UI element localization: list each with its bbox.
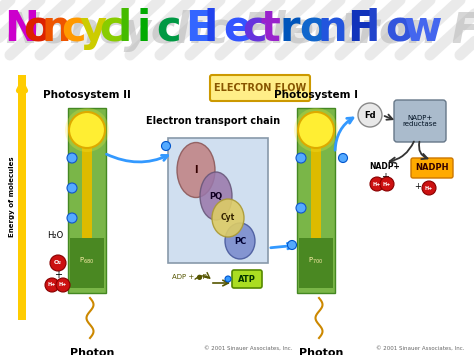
Circle shape [370,177,384,191]
Text: n: n [42,8,72,50]
Circle shape [67,213,77,223]
Text: c: c [99,8,124,50]
Text: c: c [242,8,266,50]
Text: +: + [54,270,62,280]
Circle shape [50,255,66,271]
Bar [311,143,321,258]
Text: H+: H+ [48,283,56,288]
Text: l: l [118,8,132,50]
Bar [82,143,92,258]
Circle shape [298,112,334,148]
FancyBboxPatch shape [411,158,453,178]
Text: t: t [261,8,281,50]
Text: P$_{700}$: P$_{700}$ [308,256,324,266]
Text: l: l [366,8,380,50]
FancyBboxPatch shape [210,75,310,101]
Circle shape [162,142,171,151]
Ellipse shape [200,172,232,220]
Text: Photon: Photon [70,348,114,355]
Text: O₂: O₂ [54,261,62,266]
Text: c: c [156,8,181,50]
Bar [18,75,26,320]
Circle shape [56,278,70,292]
Circle shape [45,278,59,292]
Bar [299,238,333,288]
Text: o: o [299,8,328,50]
Ellipse shape [212,199,244,237]
Bar [297,108,335,293]
Bar [68,108,106,293]
Text: w: w [404,8,443,50]
Text: Cyt: Cyt [221,213,235,223]
Text: NADP+: NADP+ [370,162,401,171]
Text: PC: PC [234,236,246,246]
Text: r: r [280,8,301,50]
Text: N: N [4,8,39,50]
Text: F: F [347,8,375,50]
Text: H+: H+ [383,181,391,186]
Circle shape [422,181,436,195]
Text: +: + [381,172,389,182]
Text: Photon: Photon [299,348,343,355]
Circle shape [288,240,297,250]
Bar [70,238,104,288]
Text: © 2001 Sinauer Associates, Inc.: © 2001 Sinauer Associates, Inc. [204,345,292,350]
Circle shape [225,276,231,282]
Text: E: E [185,8,213,50]
Circle shape [380,177,394,191]
Text: ATP: ATP [238,274,256,284]
Circle shape [294,108,338,152]
Text: ADP + ●Pᵢ: ADP + ●Pᵢ [172,274,208,280]
Text: o: o [23,8,52,50]
Text: Photosystem II: Photosystem II [43,90,131,100]
Circle shape [65,108,109,152]
Text: Energy of molecules: Energy of molecules [9,157,15,237]
Text: o: o [385,8,413,50]
Circle shape [338,153,347,163]
Text: y: y [80,8,107,50]
FancyBboxPatch shape [394,100,446,142]
Text: I: I [194,165,198,175]
Ellipse shape [225,223,255,259]
Circle shape [296,203,306,213]
FancyBboxPatch shape [232,270,262,288]
Text: H+: H+ [425,186,433,191]
Text: NADPH: NADPH [415,164,449,173]
Text: n: n [318,8,347,50]
Text: e: e [223,8,251,50]
Circle shape [67,183,77,193]
Text: ELECTRON FLOW: ELECTRON FLOW [214,83,306,93]
Text: l: l [204,8,218,50]
Circle shape [296,153,306,163]
Text: c: c [61,8,86,50]
Text: Electron transport chain: Electron transport chain [146,116,280,126]
Text: H₂O: H₂O [47,230,63,240]
Circle shape [67,153,77,163]
Text: NADP+
reductase: NADP+ reductase [403,115,438,127]
Text: H+: H+ [59,283,67,288]
Bar [168,138,268,263]
Ellipse shape [177,142,215,197]
Text: i: i [137,8,151,50]
Text: Noncyclic Electron Flow: Noncyclic Electron Flow [6,10,474,52]
Text: Fd: Fd [364,110,376,120]
Text: PQ: PQ [210,191,223,201]
Text: P$_{680}$: P$_{680}$ [79,256,95,266]
Text: Photosystem I: Photosystem I [274,90,358,100]
Text: +: + [415,182,425,191]
Circle shape [358,103,382,127]
Circle shape [69,112,105,148]
Text: H+: H+ [373,181,381,186]
Text: © 2001 Sinauer Associates, Inc.: © 2001 Sinauer Associates, Inc. [376,345,464,350]
